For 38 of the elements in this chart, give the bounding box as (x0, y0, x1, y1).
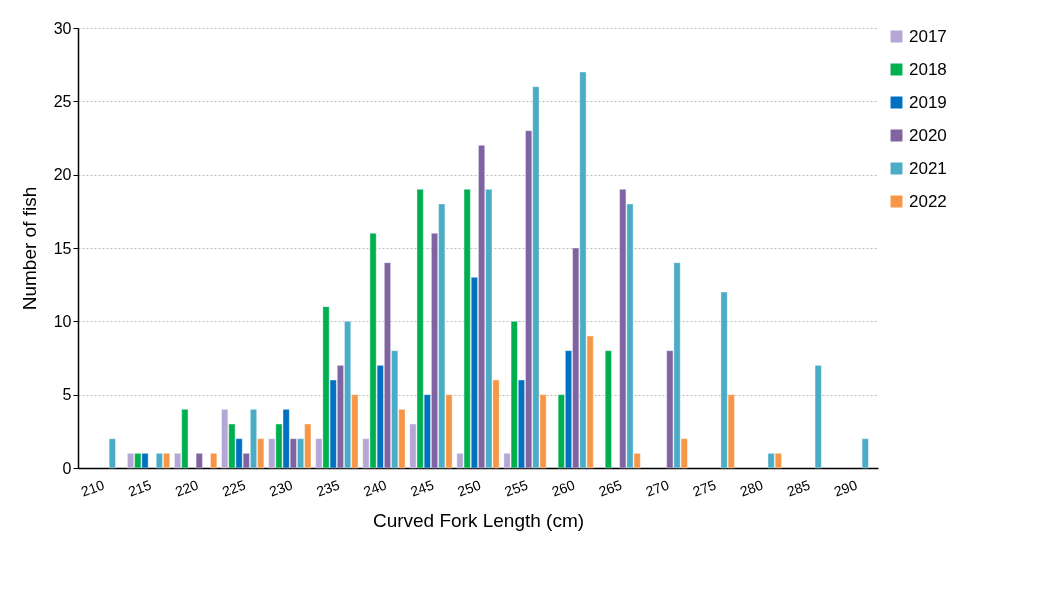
bar (861, 438, 869, 469)
bar (195, 453, 203, 469)
x-tick-label: 240 (361, 476, 389, 500)
x-tick-label: 210 (78, 476, 107, 500)
y-tick-label: 20 (53, 166, 72, 184)
x-tick-label: 215 (125, 476, 154, 500)
y-tick-label: 0 (62, 459, 72, 477)
x-tick-label: 230 (267, 476, 295, 500)
x-tick-label: 290 (831, 476, 860, 500)
y-tick-label: 5 (62, 386, 72, 404)
x-tick-label: 225 (220, 476, 248, 500)
x-tick-label: 265 (596, 476, 625, 500)
x-axis-title: Curved Fork Length (cm) (372, 509, 585, 531)
x-tick-label: 220 (173, 476, 201, 500)
legend-label: 2018 (909, 59, 947, 79)
legend-label: 2022 (909, 191, 947, 211)
bar (605, 350, 612, 469)
legend-label: 2021 (909, 158, 947, 178)
bar (814, 365, 822, 469)
bar (108, 438, 116, 469)
y-axis-title: Number of fish (18, 186, 40, 311)
y-tick-label: 25 (53, 92, 72, 110)
x-tick-label: 245 (408, 476, 436, 500)
x-tick-label: 260 (549, 476, 578, 500)
y-tick-label: 15 (53, 239, 72, 257)
legend-label: 2017 (909, 26, 947, 46)
x-tick-label: 275 (690, 476, 719, 500)
legend-label: 2019 (909, 92, 947, 112)
x-tick-label: 235 (314, 476, 342, 500)
y-tick-label: 10 (53, 312, 72, 330)
x-tick-label: 255 (502, 476, 531, 500)
y-tick-label: 30 (53, 19, 72, 37)
x-tick-label: 280 (737, 476, 766, 500)
bar (210, 453, 218, 469)
x-tick-label: 285 (784, 476, 813, 500)
x-tick-label: 250 (455, 476, 483, 500)
legend-label: 2020 (909, 125, 947, 145)
x-tick-label: 270 (643, 476, 672, 500)
